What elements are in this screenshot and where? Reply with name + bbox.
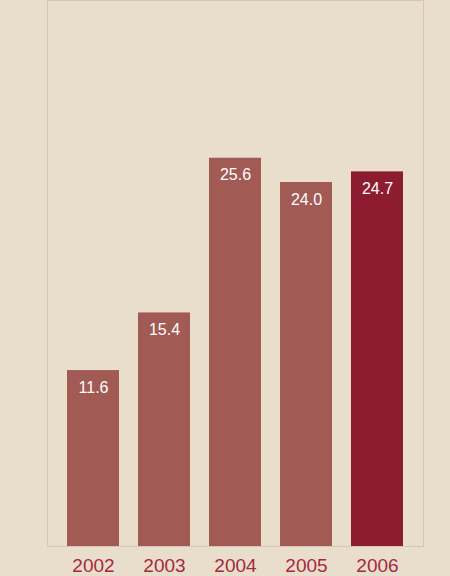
svg-text:2004: 2004 xyxy=(214,555,257,576)
svg-text:24.7: 24.7 xyxy=(362,180,393,197)
svg-text:24.0: 24.0 xyxy=(291,191,322,208)
svg-text:2002: 2002 xyxy=(72,555,114,576)
svg-text:11.6: 11.6 xyxy=(79,379,109,396)
svg-text:15.4: 15.4 xyxy=(149,321,180,338)
svg-text:25.6: 25.6 xyxy=(220,166,251,183)
svg-text:2003: 2003 xyxy=(143,555,185,576)
svg-text:2006: 2006 xyxy=(356,555,398,576)
svg-text:2005: 2005 xyxy=(285,555,327,576)
